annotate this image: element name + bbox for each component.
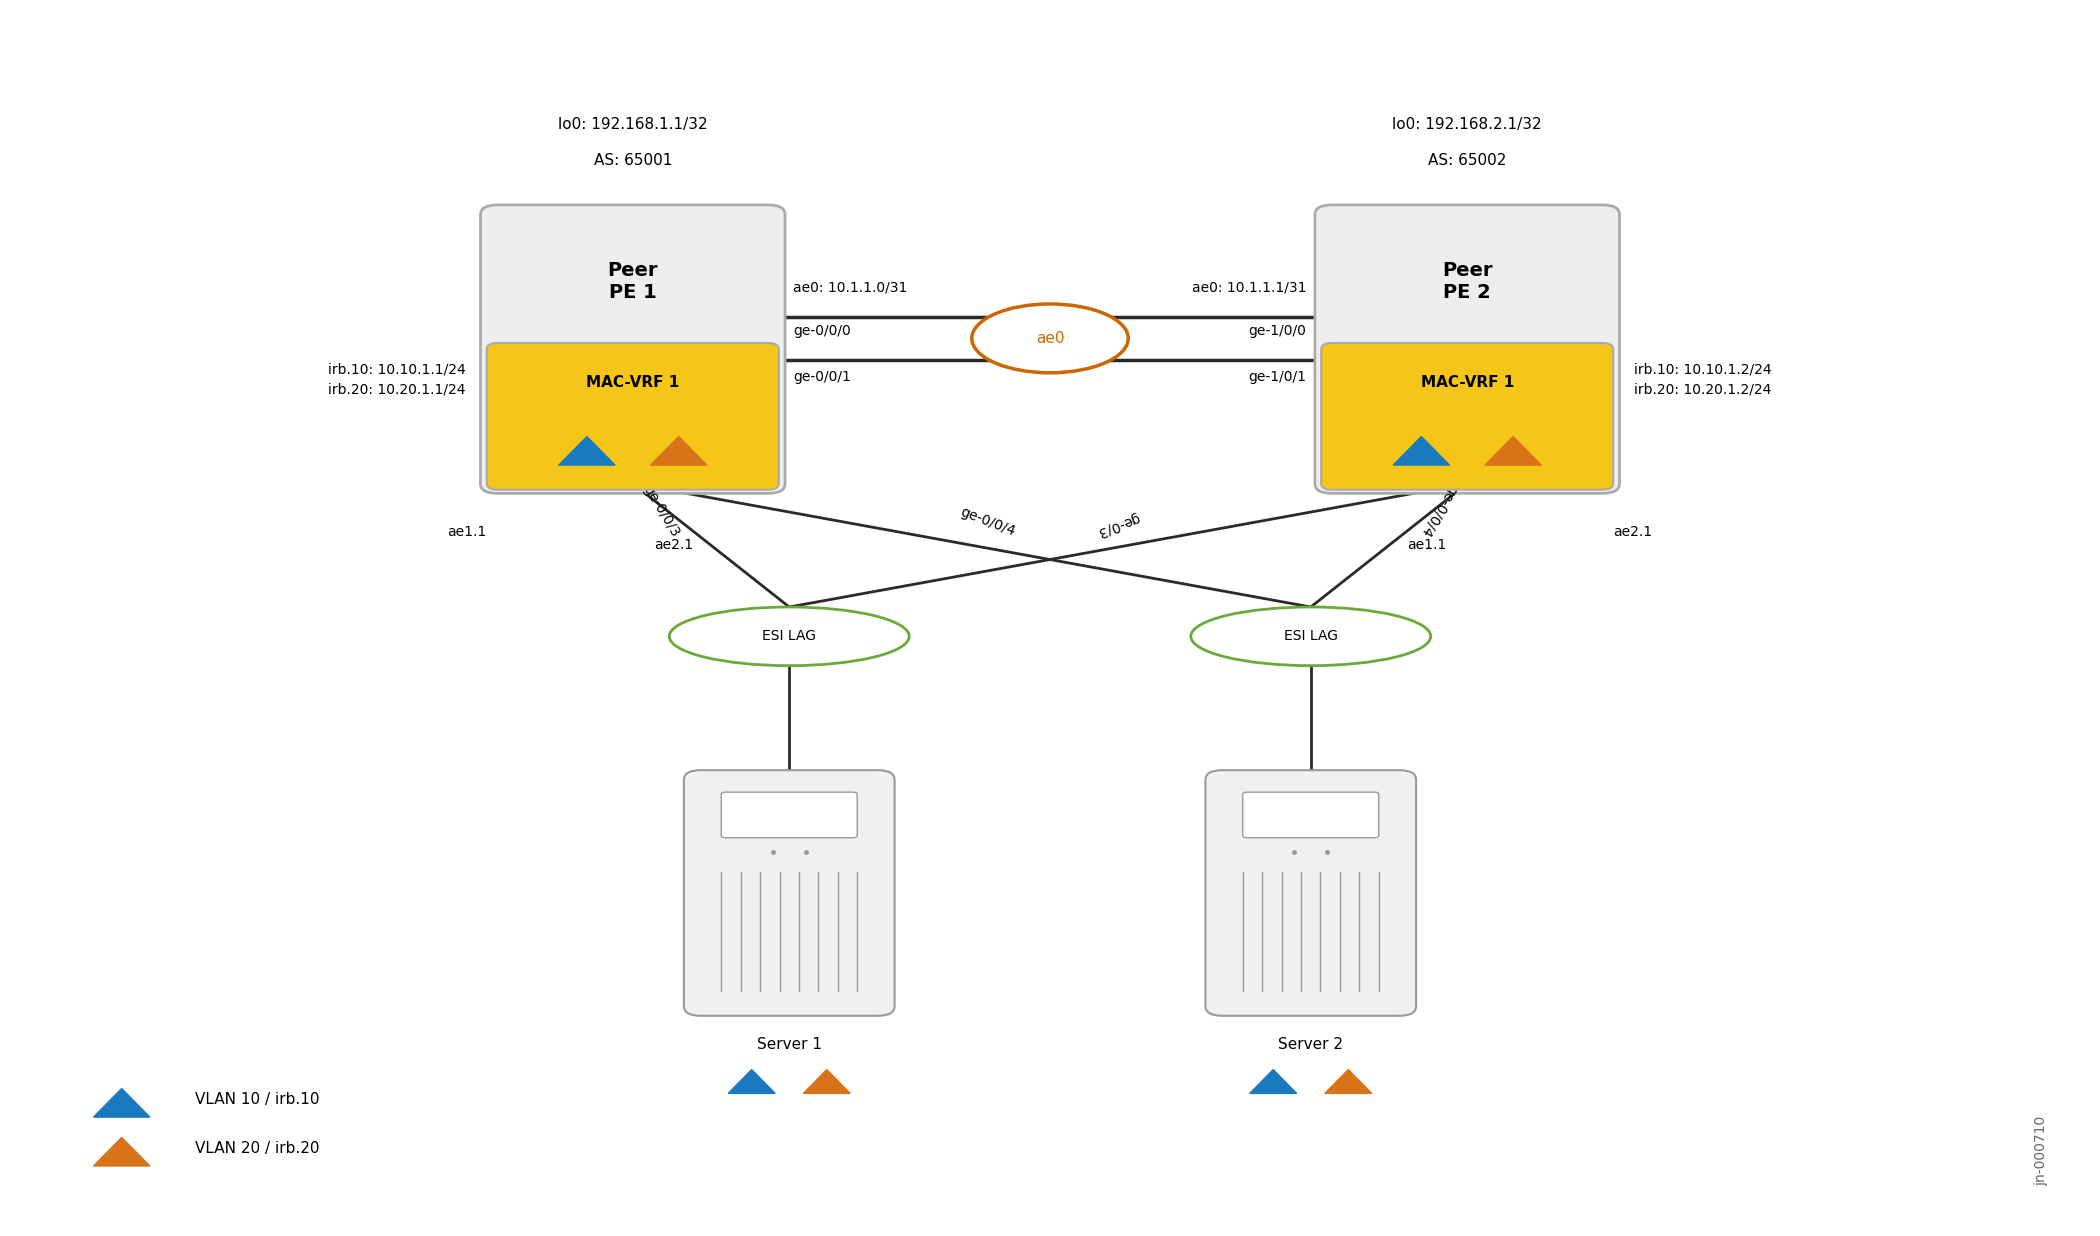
Text: irb.10: 10.10.1.2/24
irb.20: 10.20.1.2/24: irb.10: 10.10.1.2/24 irb.20: 10.20.1.2/2…: [1634, 362, 1772, 397]
Text: ae0: 10.1.1.0/31: ae0: 10.1.1.0/31: [794, 281, 907, 295]
Text: irb.10: 10.10.1.1/24
irb.20: 10.20.1.1/24: irb.10: 10.10.1.1/24 irb.20: 10.20.1.1/2…: [328, 362, 466, 397]
Polygon shape: [559, 436, 615, 465]
FancyBboxPatch shape: [1243, 792, 1380, 838]
Ellipse shape: [972, 304, 1128, 373]
FancyBboxPatch shape: [1321, 344, 1613, 489]
Text: ae1.1: ae1.1: [447, 525, 487, 539]
Text: VLAN 10 / irb.10: VLAN 10 / irb.10: [195, 1093, 319, 1107]
Text: VLAN 20 / irb.20: VLAN 20 / irb.20: [195, 1141, 319, 1156]
Polygon shape: [651, 436, 708, 465]
Text: ae1.1: ae1.1: [1407, 538, 1447, 551]
Text: lo0: 192.168.1.1/32: lo0: 192.168.1.1/32: [559, 116, 708, 131]
Polygon shape: [1392, 436, 1449, 465]
Text: AS: 65002: AS: 65002: [1428, 153, 1506, 168]
FancyBboxPatch shape: [1315, 205, 1619, 493]
Text: ae0: 10.1.1.1/31: ae0: 10.1.1.1/31: [1193, 281, 1306, 295]
Text: Server 2: Server 2: [1279, 1037, 1344, 1052]
Text: ESI LAG: ESI LAG: [762, 629, 817, 643]
Text: MAC-VRF 1: MAC-VRF 1: [586, 376, 680, 391]
Text: lo0: 192.168.2.1/32: lo0: 192.168.2.1/32: [1392, 116, 1541, 131]
FancyBboxPatch shape: [481, 205, 785, 493]
Text: ae2.1: ae2.1: [1613, 525, 1653, 539]
Text: ge-0/0/3: ge-0/0/3: [640, 482, 682, 539]
Polygon shape: [1325, 1069, 1371, 1094]
Text: ge-1/0/0: ge-1/0/0: [1250, 324, 1306, 339]
Text: ae2.1: ae2.1: [653, 538, 693, 551]
Text: jn-000710: jn-000710: [2035, 1116, 2047, 1187]
FancyBboxPatch shape: [685, 770, 895, 1016]
Text: Server 1: Server 1: [756, 1037, 821, 1052]
Text: AS: 65001: AS: 65001: [594, 153, 672, 168]
Text: ge-0/0/0: ge-0/0/0: [794, 324, 850, 339]
Text: ge-1/0/1: ge-1/0/1: [1250, 370, 1306, 383]
Polygon shape: [729, 1069, 775, 1094]
Polygon shape: [94, 1137, 149, 1166]
Ellipse shape: [670, 607, 909, 666]
Polygon shape: [1485, 436, 1541, 465]
FancyBboxPatch shape: [1205, 770, 1415, 1016]
Polygon shape: [1250, 1069, 1296, 1094]
Polygon shape: [94, 1089, 149, 1117]
Ellipse shape: [1191, 607, 1430, 666]
Text: MAC-VRF 1: MAC-VRF 1: [1420, 376, 1514, 391]
Text: Peer
PE 1: Peer PE 1: [607, 262, 657, 303]
Text: ge-0/0/1: ge-0/0/1: [794, 370, 850, 383]
Text: ge-0/0/4: ge-0/0/4: [1418, 482, 1459, 539]
Text: ge-0/0/4: ge-0/0/4: [960, 506, 1018, 539]
Text: ge-0/3: ge-0/3: [1094, 510, 1140, 539]
Text: ae0: ae0: [1035, 331, 1065, 346]
Polygon shape: [804, 1069, 851, 1094]
FancyBboxPatch shape: [487, 344, 779, 489]
Text: ESI LAG: ESI LAG: [1283, 629, 1338, 643]
FancyBboxPatch shape: [720, 792, 857, 838]
Text: Peer
PE 2: Peer PE 2: [1443, 262, 1493, 303]
